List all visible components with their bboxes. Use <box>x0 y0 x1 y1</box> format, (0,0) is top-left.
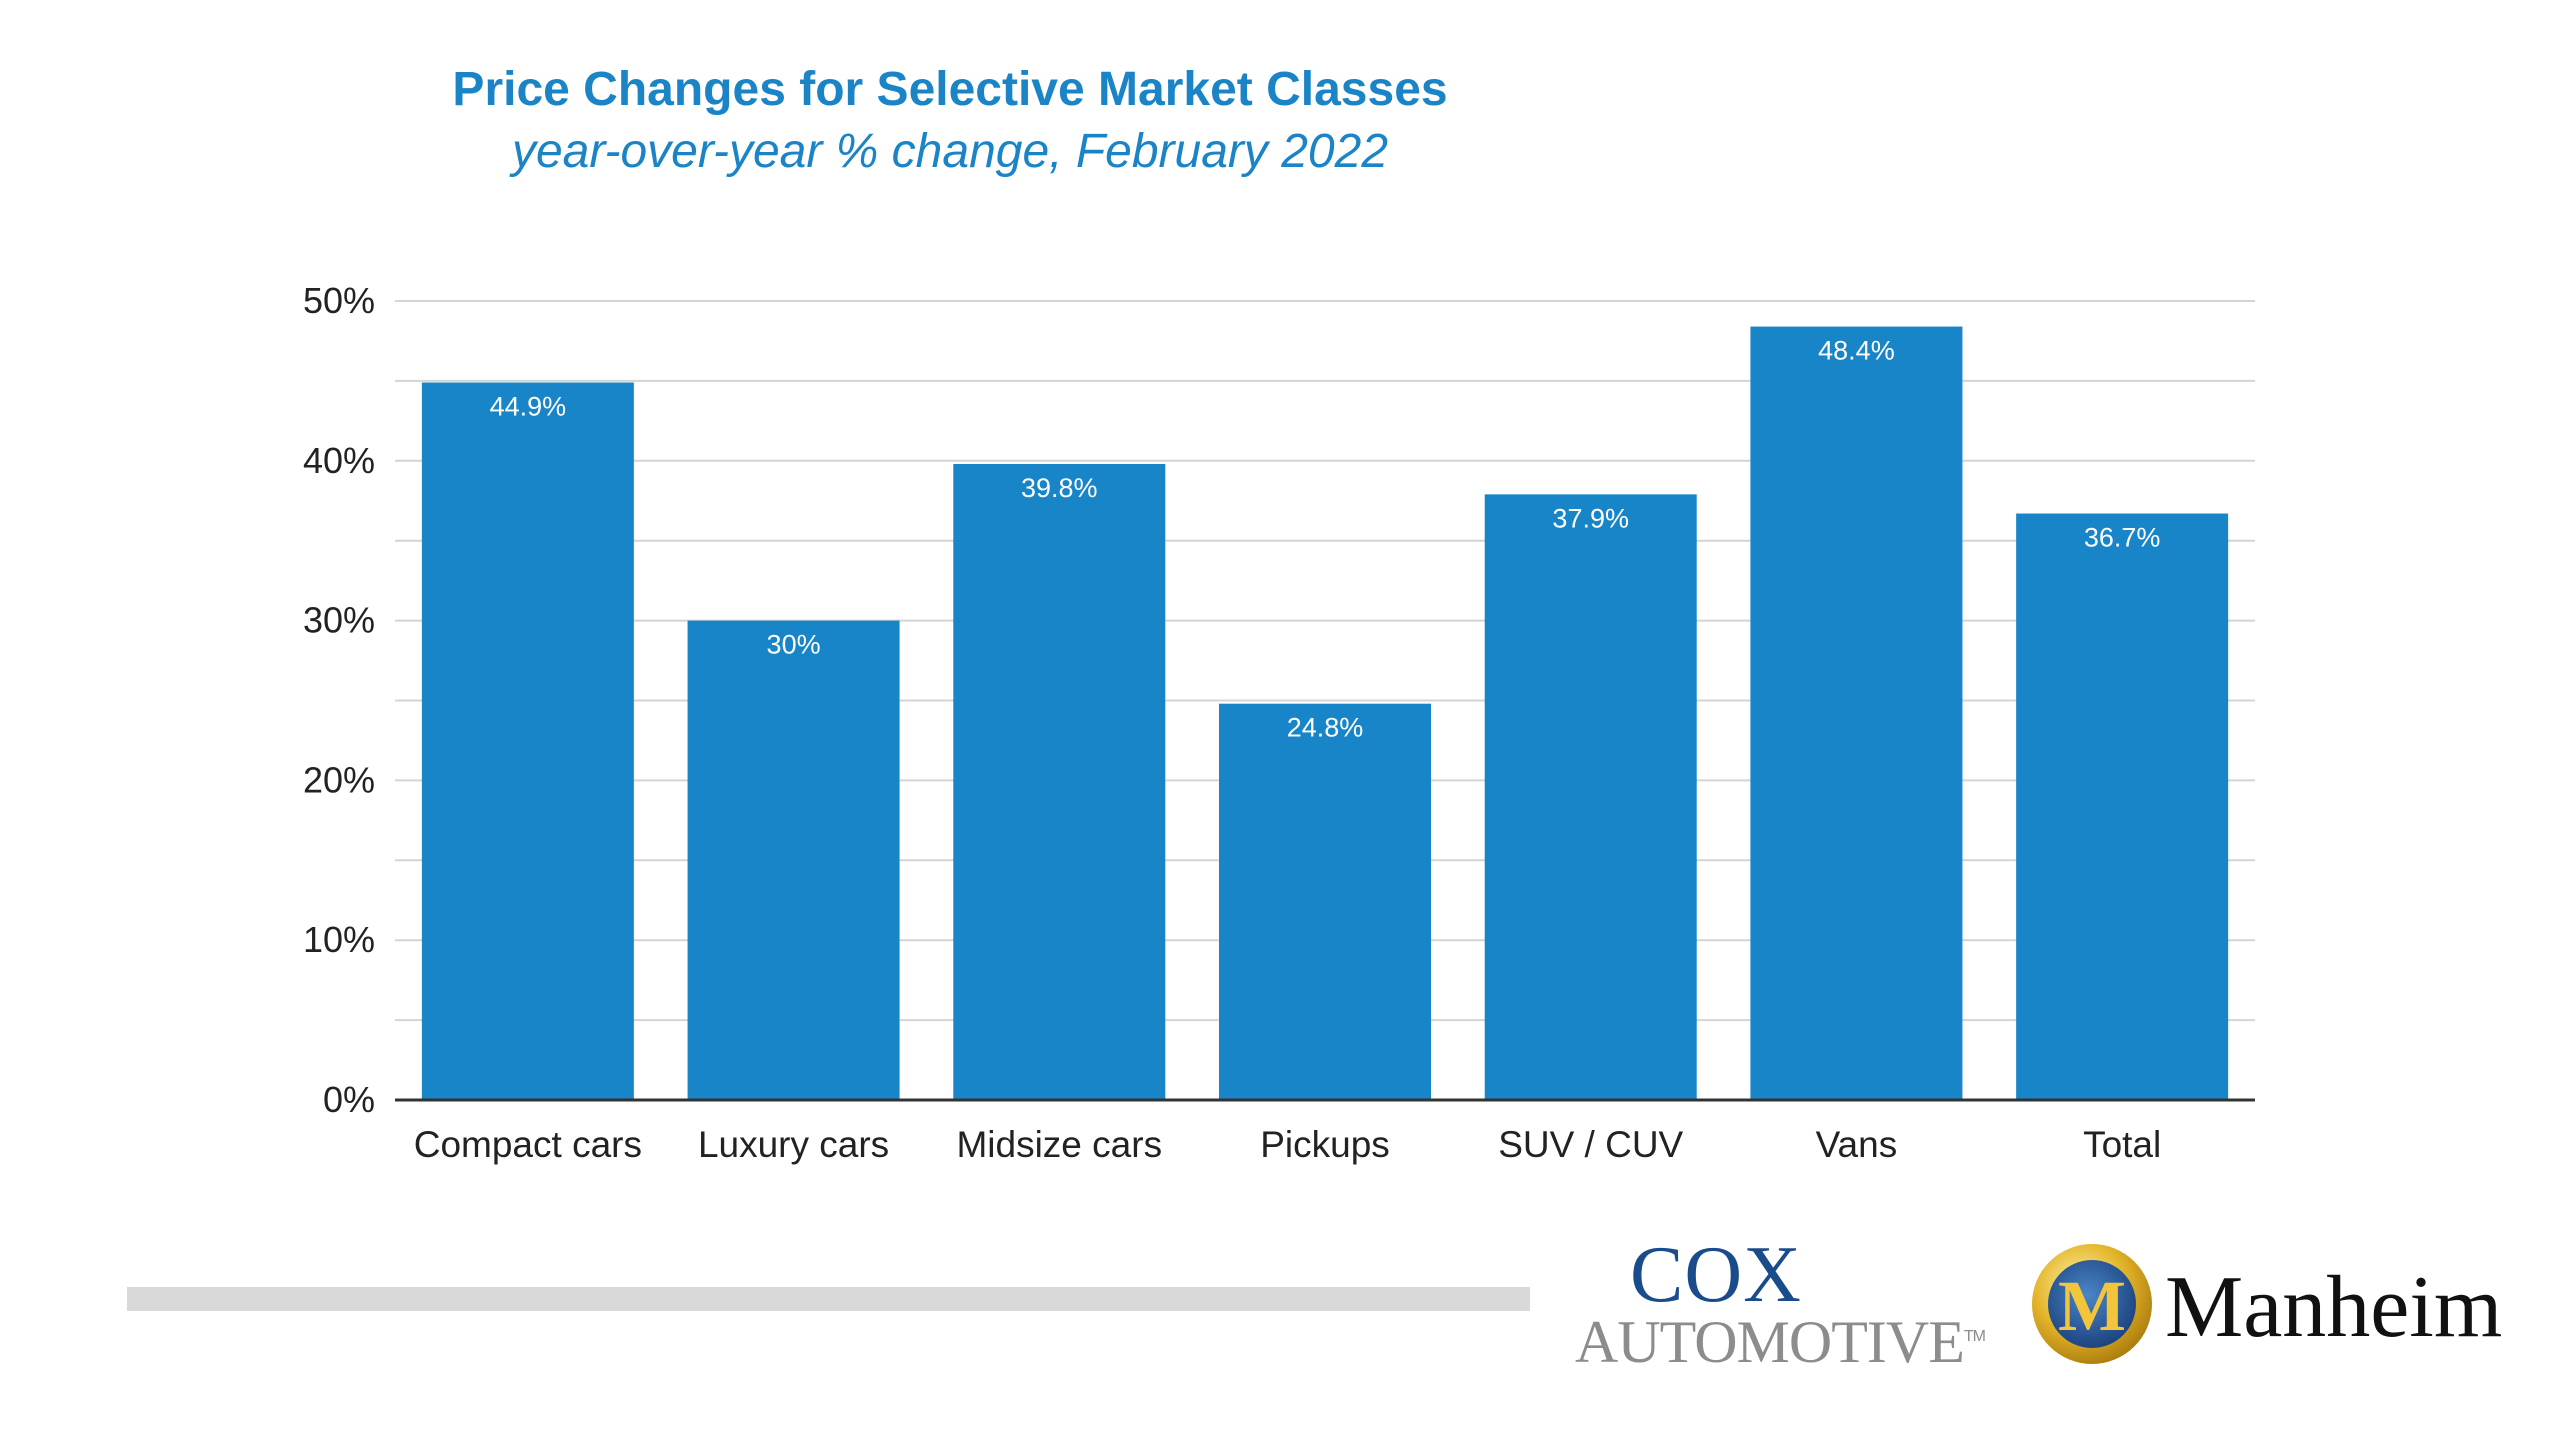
data-label: 39.8% <box>1021 473 1098 503</box>
x-tick-label: Pickups <box>1260 1124 1390 1165</box>
bar <box>687 620 900 1100</box>
x-tick-label: Total <box>2083 1124 2161 1165</box>
cox-automotive-logo: COX AUTOMOTIVETM <box>1575 1231 1995 1374</box>
bar <box>421 382 634 1100</box>
x-axis: Compact cars Luxury cars Midsize cars Picku… <box>395 1098 2255 1165</box>
bar <box>1484 494 1697 1100</box>
data-label: 48.4% <box>1818 336 1895 366</box>
footer-divider <box>127 1287 1530 1311</box>
bars: 44.9% 30% 39.8% 24.8% 37.9% 48.4% 36.7% <box>421 326 2229 1101</box>
y-axis: 0% 10% 20% 30% 40% 50% <box>303 280 375 1120</box>
chart-subtitle: year-over-year % change, February 2022 <box>511 125 1389 178</box>
y-tick-label: 30% <box>303 600 375 641</box>
chart-title: Price Changes for Selective Market Class… <box>452 63 1448 116</box>
y-tick-label: 0% <box>323 1079 375 1120</box>
bar <box>1219 703 1431 1100</box>
x-tick-label: Midsize cars <box>956 1124 1162 1165</box>
y-tick-label: 40% <box>303 440 375 481</box>
x-tick-label: SUV / CUV <box>1498 1124 1683 1165</box>
manheim-logo-text: Manheim <box>2165 1259 2503 1356</box>
data-label: 37.9% <box>1552 503 1629 533</box>
data-label: 36.7% <box>2084 523 2161 553</box>
manheim-emblem-icon: M <box>2032 1244 2152 1364</box>
y-tick-label: 50% <box>303 280 375 321</box>
manheim-logo: M Manheim <box>2030 1240 2550 1370</box>
bar-chart: 0% 10% 20% 30% 40% 50% 44.9% 30% 39.8% 24.8% 37.9… <box>303 280 2255 1165</box>
bar <box>1750 326 1963 1100</box>
x-tick-label: Luxury cars <box>698 1124 889 1165</box>
data-label: 44.9% <box>490 391 567 421</box>
automotive-logo-text: AUTOMOTIVETM <box>1575 1309 1986 1375</box>
x-tick-label: Compact cars <box>414 1124 642 1165</box>
y-tick-label: 20% <box>303 759 375 800</box>
cox-logo-text: COX <box>1630 1231 1802 1319</box>
manheim-emblem-letter: M <box>2058 1266 2126 1346</box>
x-tick-label: Vans <box>1816 1124 1898 1165</box>
y-tick-label: 10% <box>303 919 375 960</box>
data-label: 24.8% <box>1287 713 1364 743</box>
bar <box>2016 513 2229 1100</box>
data-label: 30% <box>767 630 821 660</box>
bar <box>953 463 1166 1101</box>
